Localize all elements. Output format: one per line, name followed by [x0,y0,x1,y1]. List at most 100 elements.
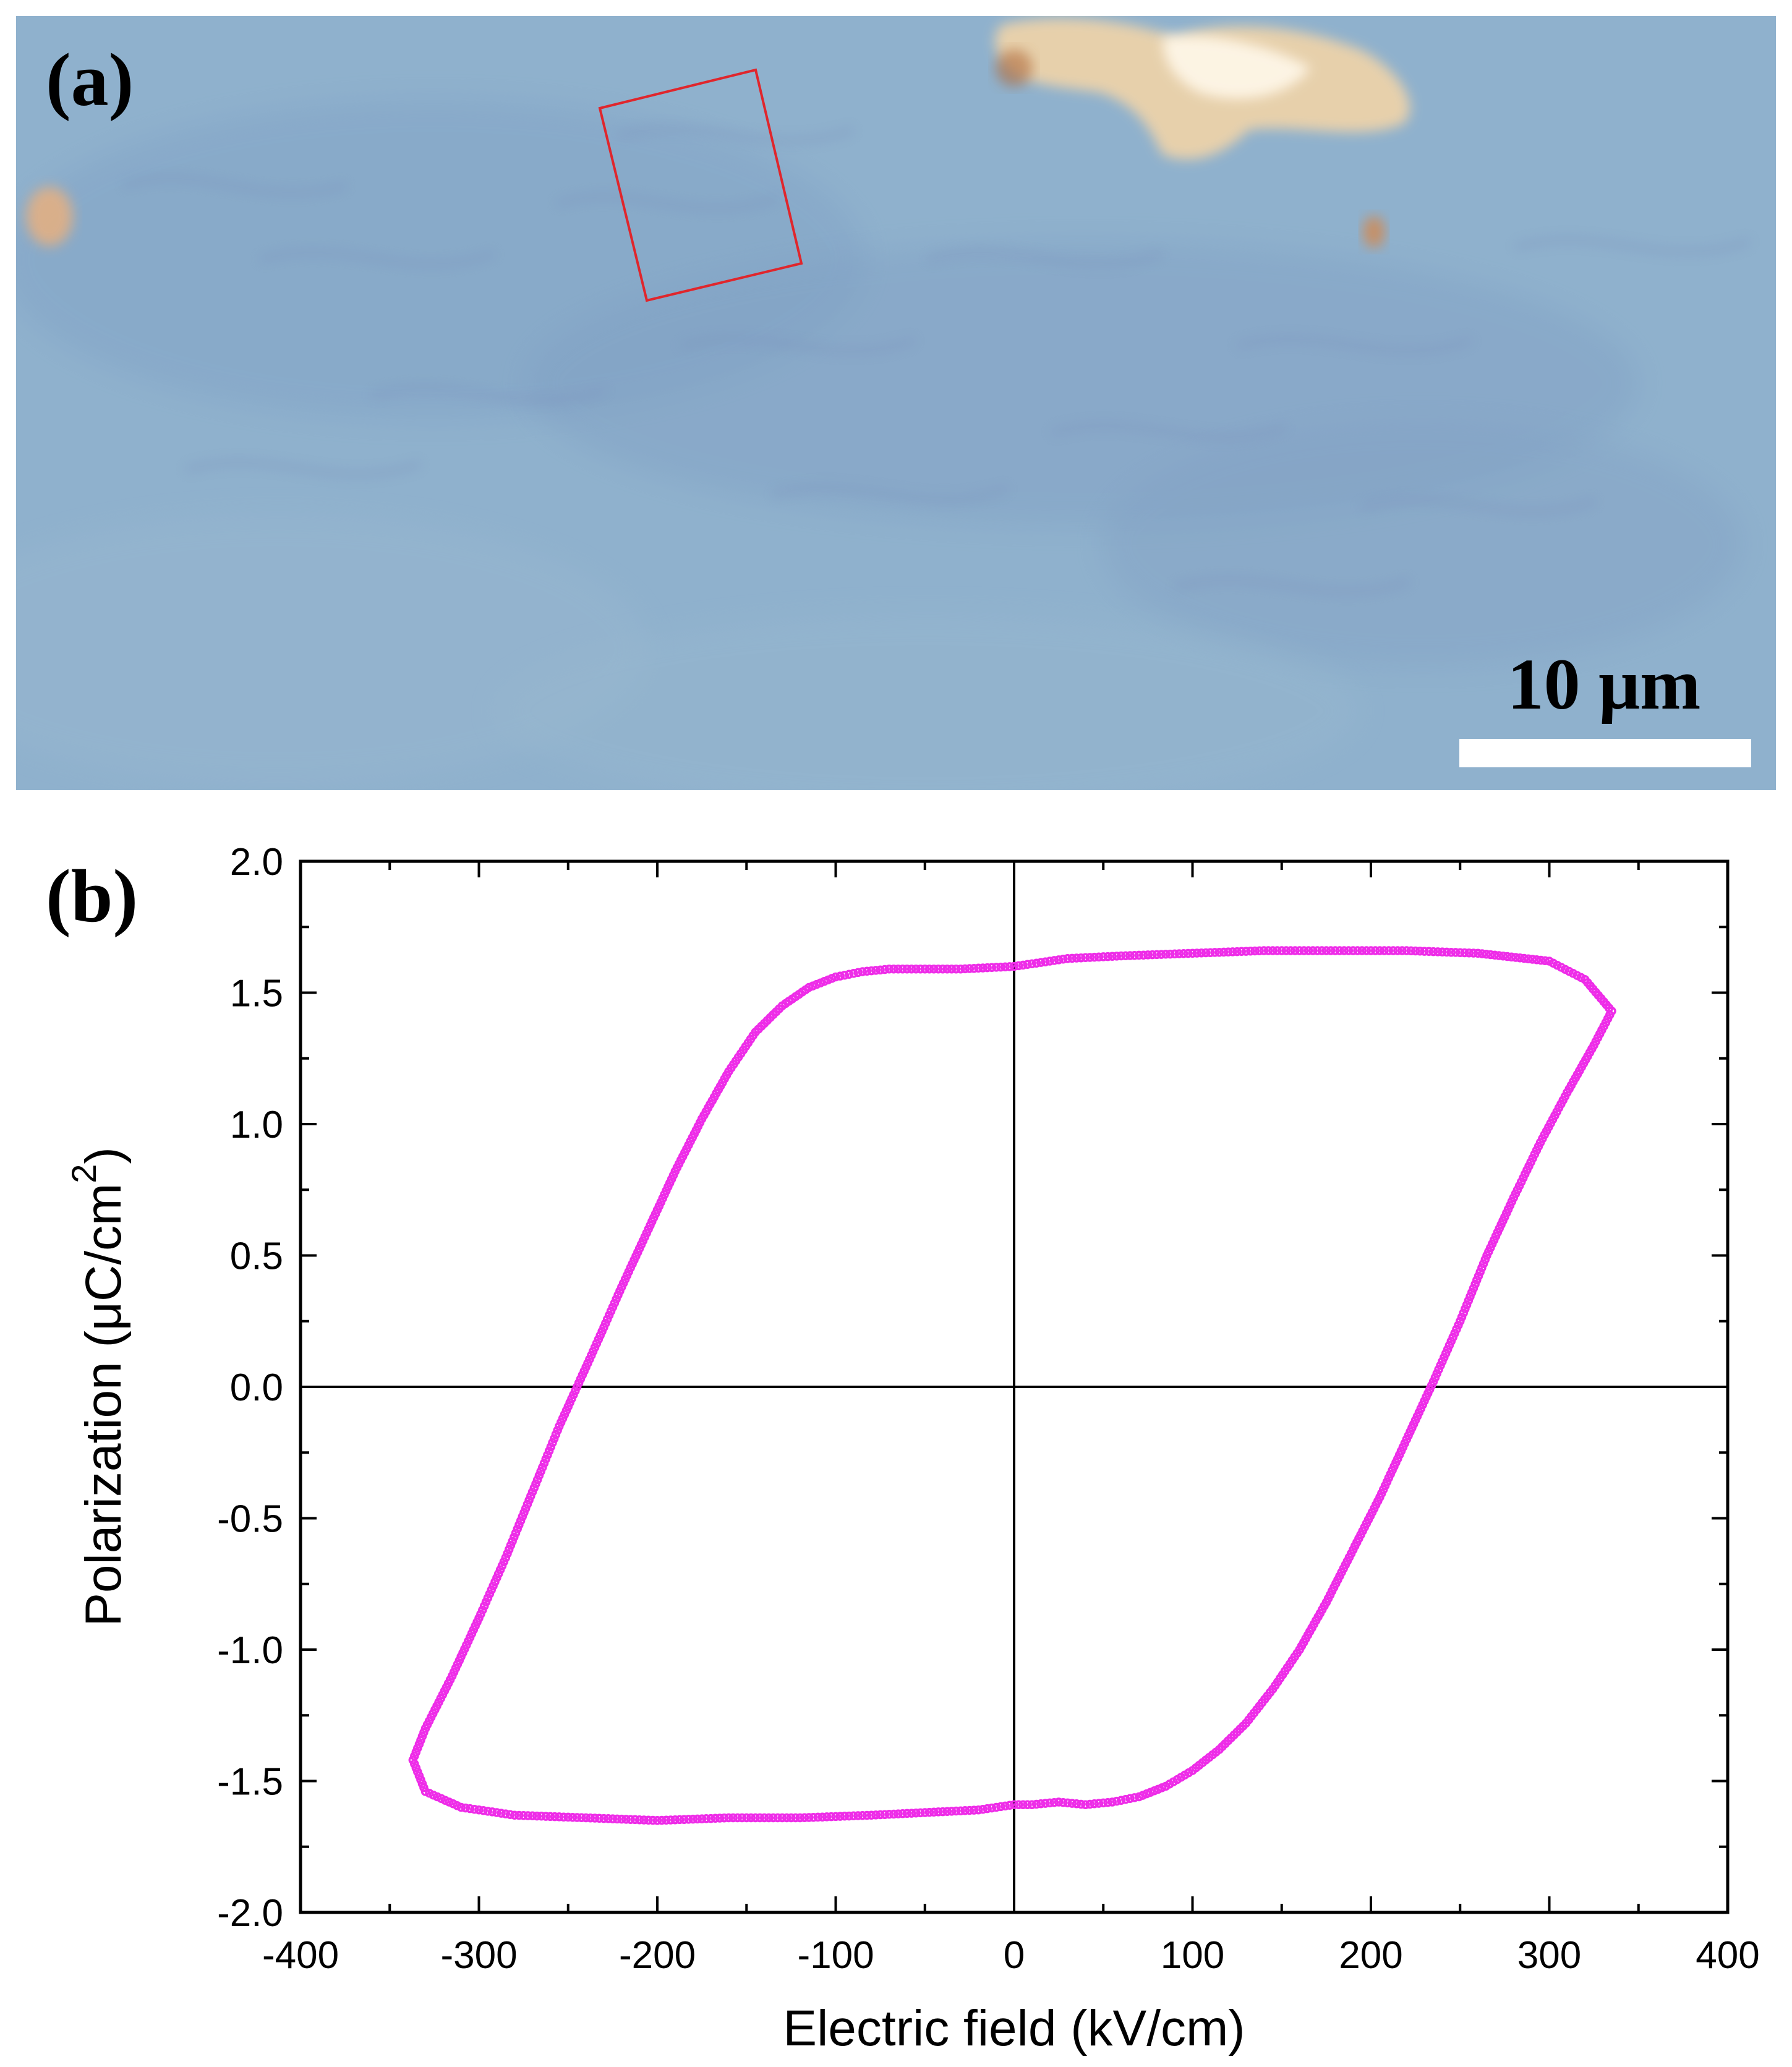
data-point [572,1813,582,1822]
data-point [590,1813,600,1823]
data-point [1477,1263,1487,1272]
data-point [577,1813,586,1822]
data-point [1486,950,1495,960]
data-point [1170,949,1179,959]
data-point [529,1483,539,1493]
data-point [746,1813,756,1823]
data-point [1482,950,1491,959]
data-point [1273,946,1282,955]
data-point [911,965,921,974]
data-point [662,1815,671,1825]
data-point [840,1812,850,1821]
data-point [880,1810,890,1819]
data-point [1201,948,1211,958]
data-point [965,964,975,973]
y-tick-label: 2.0 [230,841,283,884]
data-point [1067,953,1077,963]
data-point [1063,1798,1072,1808]
data-point [951,965,961,974]
data-point [934,965,943,974]
data-point [1027,1800,1037,1810]
scale-bar-label: 10 μm [1508,644,1701,725]
data-point [1228,947,1237,957]
data-point [1049,1797,1059,1807]
data-point [541,1454,550,1464]
y-tick-label: 0.5 [230,1235,283,1278]
data-point [706,1813,715,1823]
data-point [1410,946,1420,956]
x-tick-label: 0 [1004,1934,1025,1977]
data-point [1480,1255,1490,1264]
data-point [1384,946,1394,955]
data-point [858,967,868,976]
data-point [889,1809,898,1819]
data-point [862,966,872,976]
data-point [1103,952,1112,961]
data-point [688,1814,698,1824]
data-point [519,1811,528,1820]
data-point [1528,955,1537,964]
data-point [1313,946,1322,955]
data-point [527,1811,537,1821]
data-point [1335,946,1344,955]
data-point [924,1807,934,1817]
data-point [501,1553,511,1562]
data-point [866,966,876,976]
data-point [1461,1304,1470,1314]
data-point [938,965,947,974]
data-point [555,1812,564,1822]
data-point [1473,948,1483,958]
data-point [924,965,934,974]
data-point [1067,1799,1077,1808]
data-point [470,1804,479,1814]
data-point [1138,950,1148,960]
data-point [532,1475,542,1485]
data-point [1464,948,1474,958]
data-point [1295,946,1304,955]
data-point [907,965,916,974]
data-point [483,1807,493,1816]
data-point [541,1812,550,1821]
data-point [630,1815,640,1825]
data-point [773,1813,782,1823]
data-point [1001,1801,1010,1811]
data-point [907,1809,916,1818]
data-point [978,963,988,973]
data-point [1507,952,1516,962]
data-point [1045,1798,1054,1808]
data-point [898,1809,907,1818]
data-point [1085,953,1094,962]
data-point [1197,948,1206,958]
data-point [920,965,930,974]
data-point [1148,950,1157,960]
data-point [956,965,965,974]
data-point [724,1813,733,1823]
data-point [501,1809,511,1818]
data-point [728,1813,738,1823]
data-point [733,1813,743,1823]
data-point [916,965,925,974]
data-point [1268,946,1278,955]
y-axis-title-superscript: 2 [64,1164,103,1183]
data-point [866,1810,876,1820]
data-point [978,1804,988,1814]
data-point [987,1803,997,1813]
data-point [545,1812,555,1822]
data-point [1041,957,1050,966]
data-point [1438,947,1447,957]
data-point [513,1524,522,1534]
data-point [1250,946,1260,956]
data-point [1156,950,1166,959]
data-point [969,1805,979,1815]
data-point [884,1810,894,1819]
data-point [666,1815,675,1825]
data-point [1402,946,1411,955]
data-point [1263,946,1273,955]
y-tick-label: 1.0 [230,1104,283,1146]
data-point [960,964,970,974]
data-point [1174,949,1184,958]
data-point [634,1815,644,1825]
data-point [951,1806,961,1816]
data-point [1018,1800,1028,1810]
data-point [1362,946,1372,955]
